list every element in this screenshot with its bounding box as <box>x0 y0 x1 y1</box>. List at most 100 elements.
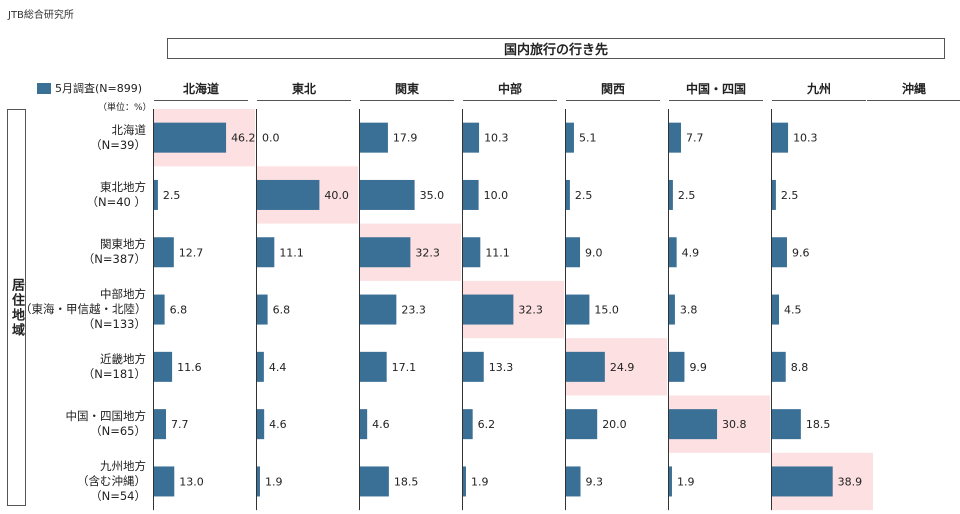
bar <box>669 466 672 497</box>
value-label: 24.9 <box>610 361 635 374</box>
bar <box>566 351 605 382</box>
value-label: 30.8 <box>722 418 747 431</box>
value-label: 6.2 <box>478 418 496 431</box>
value-label: 1.9 <box>471 475 489 488</box>
row-label-line: （N=65） <box>90 424 146 439</box>
value-label: 20.0 <box>602 418 627 431</box>
value-label: 9.3 <box>586 475 604 488</box>
row-label-line: （N=133） <box>82 317 146 332</box>
value-label: 10.0 <box>484 189 509 202</box>
value-label: 9.0 <box>585 246 603 259</box>
bar <box>154 179 158 210</box>
bar <box>257 351 264 382</box>
row-label: 北海道 （N=39） <box>20 123 152 153</box>
row-label-line: 東北地方 <box>100 179 146 194</box>
value-label: 12.7 <box>179 246 204 259</box>
bar <box>257 294 268 325</box>
row-label-line: 中国・四国地方 <box>65 409 147 424</box>
value-label: 13.0 <box>179 475 204 488</box>
bar <box>154 409 167 440</box>
value-label: 7.7 <box>171 418 189 431</box>
column-header: 東北 <box>257 80 351 101</box>
chart-header-box: 国内旅行の行き先 <box>167 38 945 59</box>
bar <box>257 409 265 440</box>
value-label: 11.1 <box>279 246 304 259</box>
column-header: 関西 <box>566 80 660 101</box>
value-label: 4.5 <box>784 304 802 317</box>
legend: 5月調査(N=899) <box>37 80 142 96</box>
value-label: 2.5 <box>575 189 593 202</box>
bar <box>463 179 479 210</box>
value-label: 23.3 <box>401 304 426 317</box>
value-label: 2.5 <box>781 189 799 202</box>
bar <box>669 351 685 382</box>
row-label: 東北地方 （N=40 ） <box>20 180 152 210</box>
value-label: 2.5 <box>678 189 696 202</box>
bar <box>772 466 833 497</box>
value-label: 8.8 <box>791 361 809 374</box>
bar <box>566 237 581 268</box>
bar <box>154 122 227 153</box>
value-label: 40.0 <box>324 189 349 202</box>
bar <box>463 351 484 382</box>
bar <box>566 466 581 497</box>
bar <box>360 237 411 268</box>
row-label-line: 北海道 <box>111 122 147 137</box>
value-label: 17.9 <box>393 132 418 145</box>
bar <box>257 179 320 210</box>
row-label-line: （N=54） <box>90 488 146 503</box>
bar <box>566 179 570 210</box>
value-label: 10.3 <box>793 132 818 145</box>
value-label: 32.3 <box>518 304 543 317</box>
side-label-box: 居住地域 <box>7 109 26 506</box>
value-label: 4.4 <box>269 361 287 374</box>
value-label: 13.3 <box>489 361 514 374</box>
value-label: 11.6 <box>177 361 202 374</box>
bar <box>463 409 473 440</box>
column-header: 中部 <box>463 80 557 101</box>
bar <box>772 237 787 268</box>
value-label: 7.7 <box>686 132 704 145</box>
value-label: 0.0 <box>262 132 280 145</box>
bar <box>257 237 275 268</box>
bar <box>154 294 165 325</box>
row-label: 中国・四国地方 （N=65） <box>20 409 152 439</box>
unit-label: （単位：%） <box>98 103 152 113</box>
value-label: 38.9 <box>838 475 863 488</box>
bar <box>669 122 682 153</box>
value-label: 4.6 <box>269 418 287 431</box>
bar <box>154 237 174 268</box>
row-label: 中部地方 （東海・甲信越・北陸） （N=133） <box>20 287 152 332</box>
bar <box>566 294 590 325</box>
value-label: 2.5 <box>163 189 181 202</box>
bar <box>772 179 776 210</box>
bar <box>772 409 801 440</box>
bar <box>360 466 389 497</box>
bar <box>772 294 780 325</box>
bar <box>360 122 388 153</box>
bar <box>257 466 260 497</box>
value-label: 46.2 <box>231 132 256 145</box>
column-header: 北海道 <box>154 80 248 101</box>
bar <box>463 294 514 325</box>
row-label-line: 中部地方 <box>100 287 146 302</box>
bar <box>669 179 673 210</box>
column-header: 中国・四国 <box>669 80 763 101</box>
source-label: JTB総合研究所 <box>8 10 74 21</box>
bar <box>360 351 387 382</box>
value-label: 18.5 <box>394 475 419 488</box>
value-label: 3.8 <box>680 304 698 317</box>
row-label-line: （N=39） <box>90 137 146 152</box>
bar <box>360 409 368 440</box>
chart-header-title: 国内旅行の行き先 <box>503 43 608 58</box>
bar <box>669 409 718 440</box>
row-label: 近畿地方 （N=181） <box>20 352 152 382</box>
bar <box>772 351 786 382</box>
value-label: 11.1 <box>485 246 510 259</box>
value-label: 1.9 <box>677 475 695 488</box>
row-label-line: 関東地方 <box>100 237 146 252</box>
value-label: 9.9 <box>689 361 707 374</box>
bar <box>463 466 466 497</box>
column-header: 沖縄 <box>867 80 960 101</box>
